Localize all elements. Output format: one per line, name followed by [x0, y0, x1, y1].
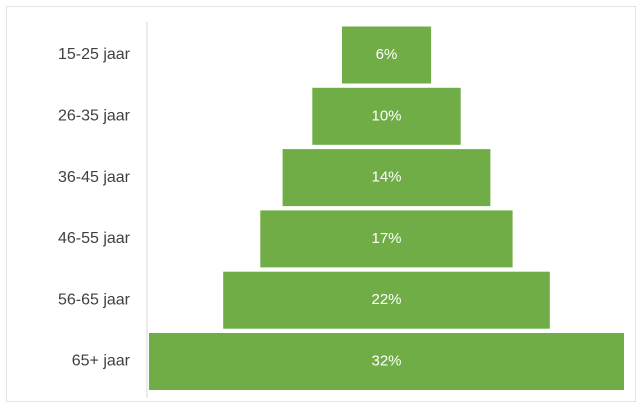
- value-label-4: 22%: [371, 291, 401, 308]
- category-label-5: 65+ jaar: [72, 353, 131, 370]
- bar-2: [282, 149, 491, 207]
- bar-0: [342, 26, 432, 84]
- value-label-1: 10%: [371, 107, 401, 124]
- value-label-2: 14%: [371, 169, 401, 186]
- category-label-2: 36-45 jaar: [58, 169, 131, 186]
- category-label-0: 15-25 jaar: [58, 46, 131, 63]
- category-labels-group: 15-25 jaar 26-35 jaar 36-45 jaar 46-55 jaar…: [58, 46, 131, 370]
- category-label-1: 26-35 jaar: [58, 108, 131, 125]
- value-label-0: 6%: [376, 46, 398, 63]
- value-label-5: 32%: [371, 352, 401, 369]
- category-label-4: 56-65 jaar: [58, 291, 131, 308]
- bar-4: [223, 271, 550, 329]
- bars-group: [149, 26, 624, 390]
- value-labels-group: 6% 10% 14% 17% 22% 32%: [371, 46, 401, 370]
- value-label-3: 17%: [371, 230, 401, 247]
- bar-1: [312, 87, 461, 145]
- bar-3: [260, 210, 513, 268]
- bar-5: [149, 333, 624, 390]
- category-label-3: 46-55 jaar: [58, 230, 131, 247]
